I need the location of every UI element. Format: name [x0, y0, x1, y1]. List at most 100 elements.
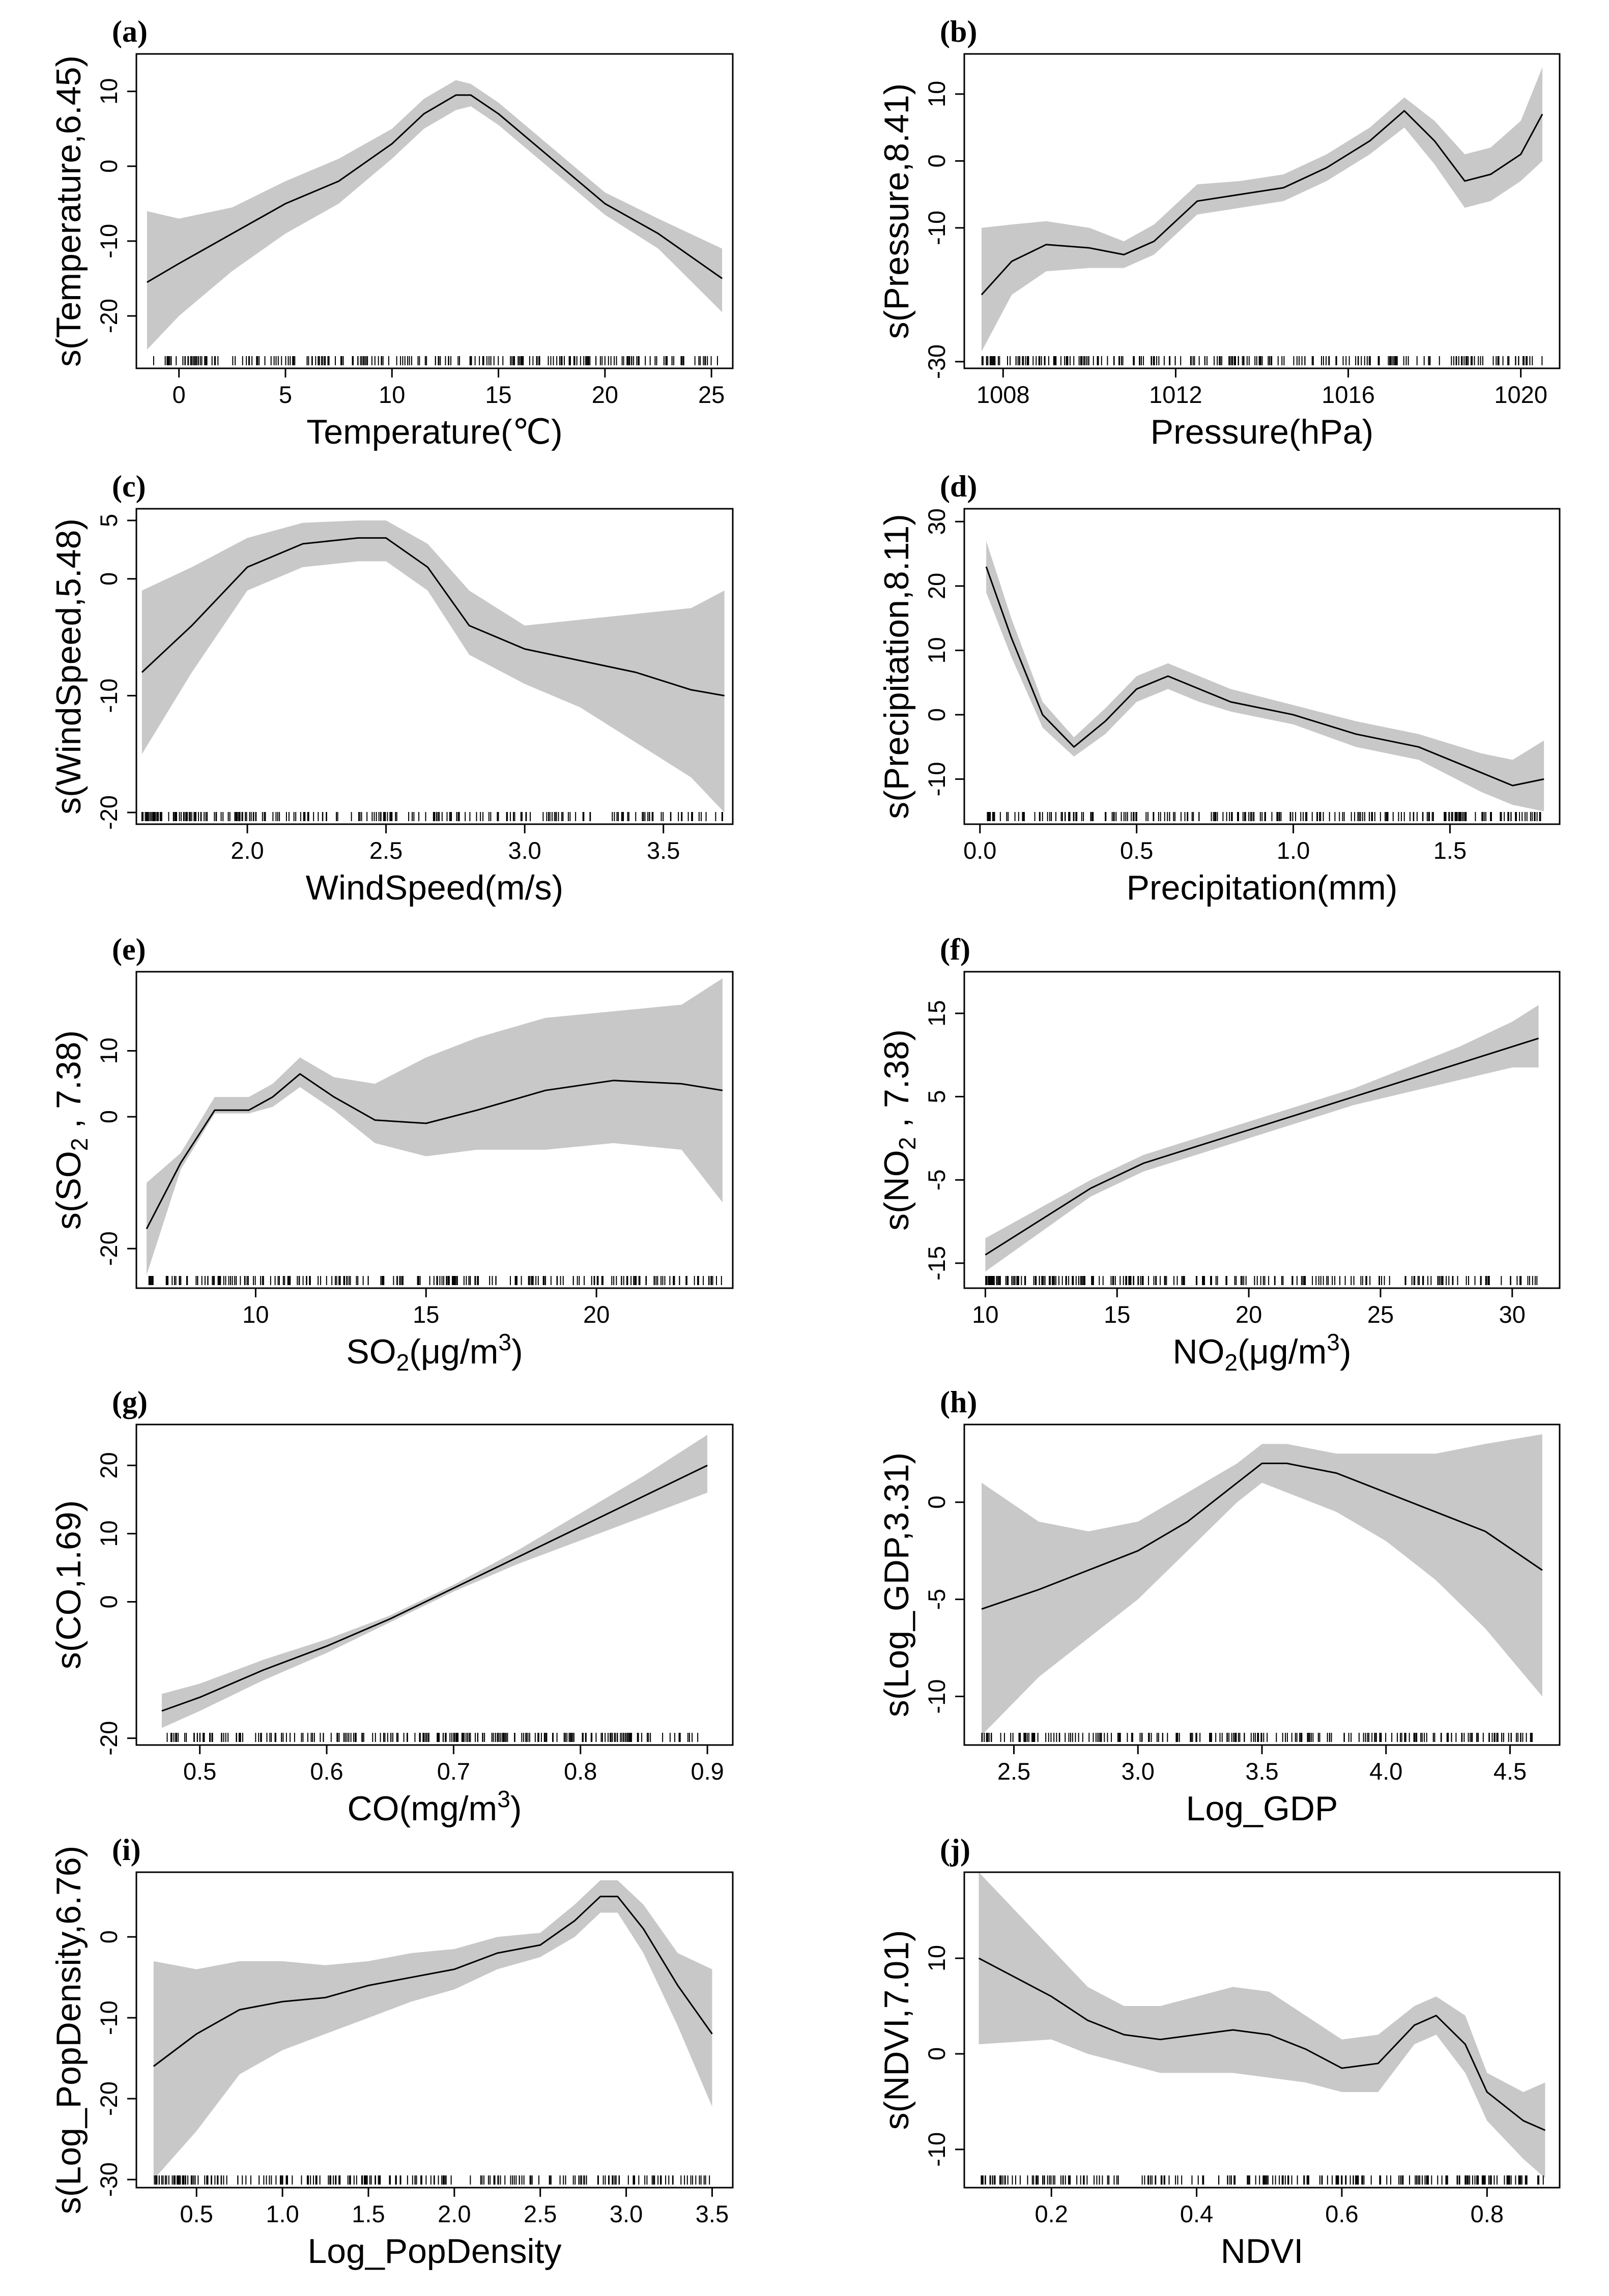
y-tick-label: -10: [923, 211, 950, 245]
plot-frame: [963, 1871, 1561, 2189]
y-tick-label: 15: [923, 1000, 950, 1027]
plot-frame: [135, 971, 734, 1289]
y-tick-label: -20: [95, 1231, 122, 1266]
y-tick-label: 20: [923, 573, 950, 599]
y-axis-title: s(Log_GDP,3.31): [877, 1452, 916, 1717]
x-tick-label: 1020: [1494, 381, 1547, 408]
panel-h: 2.5 3.0 3.5 4.0 4.5 -10 -5 0 (h) Log_GDP s(Log_GDP…: [877, 1385, 1561, 1828]
y-axis-title: s(WindSpeed,5.48): [49, 518, 88, 815]
y-axis-title: s(Precipitation,8.11): [877, 514, 916, 819]
x-tick-label: 3.5: [1245, 1758, 1278, 1785]
x-tick-label: 0.9: [691, 1758, 724, 1785]
confidence-band: [153, 1880, 712, 2180]
panel-label: (b): [940, 15, 977, 48]
y-tick-label: -10: [95, 224, 122, 258]
panel-label: (g): [112, 1385, 148, 1419]
y-tick-label: 10: [95, 78, 122, 104]
smooth-curve: [141, 537, 725, 696]
y-tick-label: -20: [95, 1721, 122, 1756]
x-tick-label: 2.5: [524, 2200, 557, 2227]
y-tick-label: 30: [923, 508, 950, 535]
rug-marks: [981, 2175, 1544, 2185]
x-tick-label: 15: [413, 1301, 439, 1328]
x-tick-label: 1012: [1149, 381, 1202, 408]
rug-marks: [987, 812, 1541, 821]
x-axis-title: Log_GDP: [1186, 1789, 1338, 1828]
y-tick-label: -10: [923, 1679, 950, 1714]
x-axis-title: WindSpeed(m/s): [306, 868, 563, 907]
y-axis-title: s(NDVI,7.01): [877, 1930, 916, 2130]
y-tick-label: 0: [95, 1930, 122, 1943]
x-tick-label: 3.0: [1122, 1758, 1155, 1785]
x-tick-label: 0.0: [963, 837, 996, 864]
x-tick-label: 3.5: [696, 2200, 729, 2227]
panel-c: 2.0 2.5 3.0 3.5 -20 -10 0 5 (c) WindSpeed(m/s) s(W…: [49, 470, 734, 907]
y-tick-label: 10: [95, 1520, 122, 1547]
rug-marks: [153, 356, 718, 365]
y-tick-label: 0: [923, 154, 950, 167]
x-tick-label: 0: [173, 381, 186, 408]
panel-label: (d): [940, 470, 977, 503]
plot-frame: [135, 1871, 734, 2189]
panel-label: (c): [112, 470, 146, 503]
panel-label: (e): [112, 933, 146, 966]
panel-f: 10 15 20 25 30 -15 -5 5 15 (f) NO2(μg/m3) s(NO2 , 7…: [877, 933, 1561, 1376]
x-tick-label: 25: [1367, 1301, 1394, 1328]
x-tick-label: 10: [972, 1301, 998, 1328]
x-tick-label: 15: [1104, 1301, 1130, 1328]
x-axis-title: SO2(μg/m3): [346, 1329, 523, 1376]
smooth-curve: [978, 1957, 1546, 2131]
panel-label: (i): [112, 1833, 141, 1867]
x-axis-title: CO(mg/m3): [348, 1786, 522, 1828]
smooth-curve: [161, 1465, 708, 1712]
y-axis-title: s(SO2 , 7.38): [49, 1030, 93, 1230]
y-tick-label: -20: [95, 299, 122, 333]
x-tick-label: 0.6: [310, 1758, 343, 1785]
y-tick-label: 5: [923, 1090, 950, 1103]
smooth-curve: [981, 1462, 1543, 1610]
y-tick-label: -10: [923, 762, 950, 796]
x-tick-label: 4.5: [1493, 1758, 1527, 1785]
y-tick-label: 0: [95, 1110, 122, 1123]
x-tick-label: 15: [485, 381, 511, 408]
y-tick-label: 0: [95, 572, 122, 586]
y-tick-label: 0: [95, 1595, 122, 1608]
x-tick-label: 20: [583, 1301, 610, 1328]
x-tick-label: 3.0: [610, 2200, 643, 2227]
x-tick-label: 2.0: [438, 2200, 471, 2227]
y-tick-label: -5: [923, 1589, 950, 1610]
panel-d: 0.0 0.5 1.0 1.5 -10 0 10 20 30 (d) Precipitation(m…: [877, 470, 1561, 907]
confidence-band: [141, 520, 725, 812]
confidence-band: [985, 1005, 1539, 1272]
plot-frame: [963, 971, 1561, 1289]
panel-label: (h): [940, 1385, 977, 1419]
x-tick-label: 1.0: [266, 2200, 299, 2227]
y-tick-label: 0: [95, 160, 122, 173]
x-tick-label: 0.5: [183, 1758, 216, 1785]
y-tick-label: -10: [95, 678, 122, 713]
x-tick-label: 4.0: [1369, 1758, 1402, 1785]
x-tick-label: 30: [1499, 1301, 1526, 1328]
y-axis-title: s(Temperature,6.45): [49, 55, 88, 367]
panel-j: 0.2 0.4 0.6 0.8 -10 0 10 (j) NDVI s(NDVI,7.01): [877, 1833, 1561, 2271]
y-tick-label: -15: [923, 1246, 950, 1281]
y-tick-label: 0: [923, 1496, 950, 1509]
x-tick-label: 0.8: [564, 1758, 597, 1785]
x-tick-label: 10: [242, 1301, 269, 1328]
smooth-curve: [146, 1073, 723, 1230]
confidence-band: [161, 1435, 708, 1728]
panel-a: 0 5 10 15 20 25 -20 -10 0 10 (a) Temperature(℃) s(Te…: [49, 15, 734, 451]
x-tick-label: 3.5: [647, 837, 680, 864]
plot-frame: [135, 53, 734, 369]
x-tick-label: 2.0: [231, 837, 264, 864]
x-tick-label: 1.0: [1277, 837, 1310, 864]
panel-label: (j): [940, 1833, 970, 1867]
y-tick-label: 10: [923, 637, 950, 663]
y-tick-label: 10: [95, 1037, 122, 1064]
x-tick-label: 20: [1236, 1301, 1262, 1328]
x-tick-label: 25: [698, 381, 725, 408]
y-tick-label: 10: [923, 81, 950, 107]
panel-label: (a): [112, 15, 148, 48]
panel-b: 1008 1012 1016 1020 -30 -10 0 10 (b) Pressure(hPa…: [877, 15, 1561, 451]
x-axis-title: Log_PopDensity: [307, 2232, 561, 2271]
